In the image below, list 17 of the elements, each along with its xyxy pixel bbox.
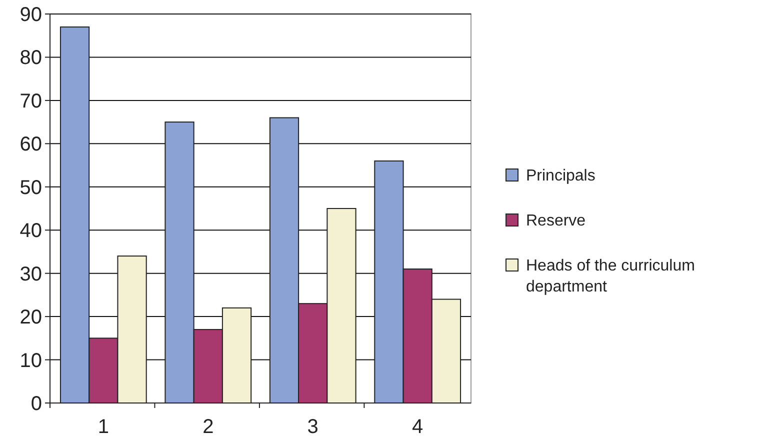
- x-tick-label: 2: [202, 416, 214, 438]
- y-tick-label: 0: [30, 393, 42, 415]
- y-tick-label: 70: [20, 90, 42, 112]
- x-tick-label: 4: [412, 416, 424, 438]
- y-tick-label: 40: [20, 220, 42, 242]
- x-tick-label: 3: [307, 416, 318, 438]
- y-tick-label: 80: [20, 47, 42, 70]
- y-tick-label: 90: [20, 4, 42, 26]
- legend-label: Reserve: [526, 212, 586, 230]
- legend-label: Principals: [526, 168, 596, 185]
- legend-label: Heads of the curriculum department: [526, 258, 695, 296]
- y-tick-label: 60: [20, 134, 42, 156]
- y-tick-label: 50: [20, 176, 42, 199]
- y-tick-label: 30: [20, 263, 42, 286]
- x-tick-label: 1: [98, 416, 109, 438]
- y-tick-label: 20: [20, 306, 42, 329]
- y-tick-label: 10: [20, 350, 42, 372]
